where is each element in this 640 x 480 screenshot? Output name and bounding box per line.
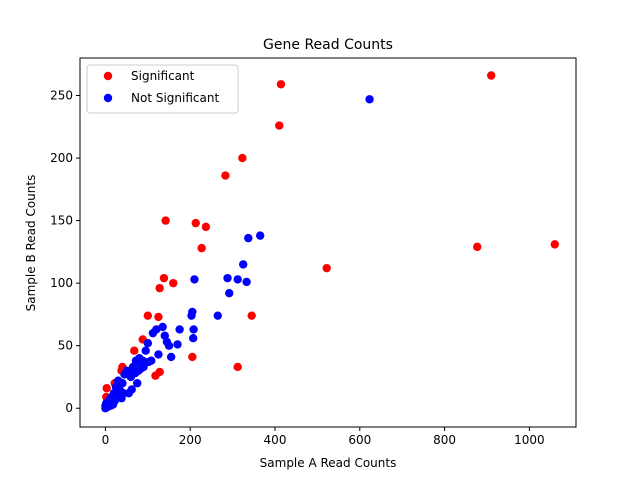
data-point <box>213 311 222 320</box>
data-point <box>487 71 496 80</box>
data-point <box>155 367 164 377</box>
data-point <box>154 350 163 359</box>
data-point <box>188 333 198 343</box>
data-point <box>127 385 136 394</box>
legend-marker <box>103 93 113 103</box>
x-tick-label: 400 <box>264 433 287 447</box>
plot-frame <box>79 57 577 428</box>
chart-title: Gene Read Counts <box>263 37 393 53</box>
data-point <box>122 366 131 375</box>
plot-area: 0 200 400 600 800 1000 0 50 100 150 200 250 <box>50 57 577 447</box>
data-point <box>238 153 247 163</box>
data-point <box>197 243 206 253</box>
data-point <box>147 356 156 365</box>
legend-label: Significant <box>131 69 195 83</box>
legend-box <box>86 64 239 114</box>
data-point <box>233 275 242 284</box>
data-point <box>102 384 111 393</box>
data-point <box>190 275 199 284</box>
legend-label: Not Significant <box>131 91 219 105</box>
data-point <box>275 121 284 130</box>
y-tick-label: 50 <box>58 339 73 353</box>
data-point <box>550 240 560 249</box>
data-point <box>188 307 197 317</box>
data-point <box>189 325 198 334</box>
y-tick-label: 150 <box>50 214 73 228</box>
data-point <box>221 171 230 180</box>
x-tick-label: 600 <box>348 433 371 447</box>
data-point <box>169 278 178 288</box>
data-point <box>164 341 174 350</box>
data-point <box>244 233 253 243</box>
data-point <box>233 362 242 372</box>
data-point <box>173 340 182 349</box>
data-point <box>225 288 234 298</box>
y-axis-label: Sample B Read Counts <box>24 175 38 312</box>
data-point <box>166 352 176 362</box>
data-point <box>133 379 142 388</box>
data-point <box>161 216 170 225</box>
data-point <box>239 260 248 269</box>
legend: Significant Not Significant <box>86 64 239 114</box>
x-axis-label: Sample A Read Counts <box>260 456 397 470</box>
x-tick-label: 200 <box>179 433 202 447</box>
data-point <box>223 273 232 283</box>
data-point <box>255 231 265 240</box>
x-tick-label: 0 <box>102 433 110 447</box>
data-point <box>158 322 167 332</box>
data-point <box>322 263 331 273</box>
data-point <box>191 218 200 228</box>
data-point <box>247 311 256 320</box>
data-point <box>130 346 139 355</box>
x-tick-label: 1000 <box>514 433 545 447</box>
y-tick-label: 200 <box>50 151 73 165</box>
data-point <box>365 95 374 104</box>
y-tick-label: 250 <box>50 89 73 103</box>
y-tick-label: 0 <box>65 401 73 415</box>
data-point <box>155 283 164 293</box>
data-point <box>143 338 153 348</box>
data-point <box>159 273 169 283</box>
data-point <box>175 325 184 334</box>
data-point <box>188 352 197 362</box>
data-point <box>201 222 211 232</box>
x-tick-label: 800 <box>433 433 456 447</box>
series-2 <box>101 95 374 413</box>
data-point <box>242 277 251 287</box>
data-point <box>143 311 153 320</box>
y-tick-label: 100 <box>50 276 73 290</box>
data-point <box>276 80 286 89</box>
data-point <box>154 312 163 322</box>
legend-marker <box>103 71 113 81</box>
data-point <box>118 379 127 388</box>
data-point <box>473 242 482 252</box>
data-point <box>141 346 150 355</box>
data-point <box>152 325 161 334</box>
